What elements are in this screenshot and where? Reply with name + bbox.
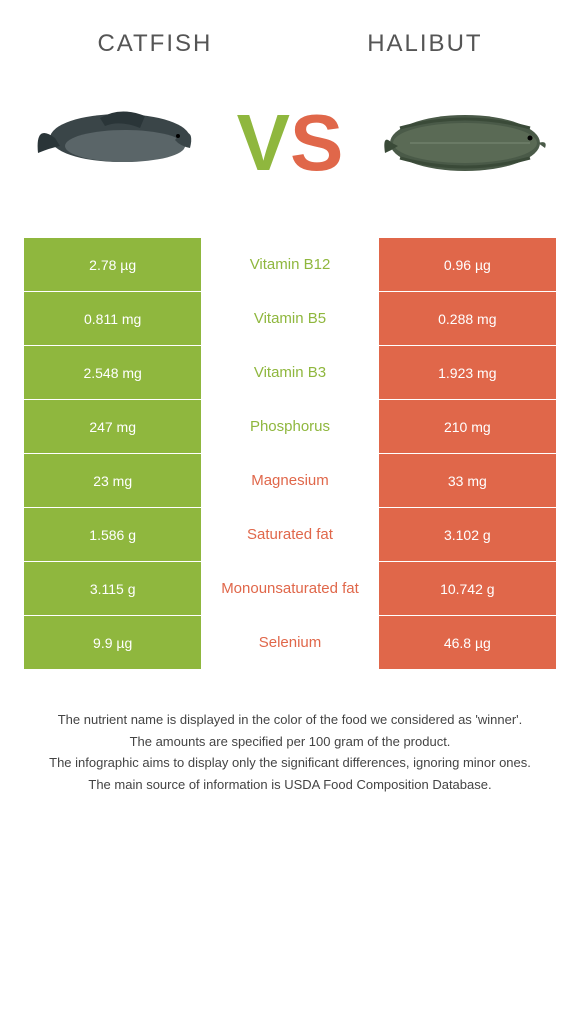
- title-right: Halibut: [367, 30, 482, 58]
- catfish-image: [30, 88, 200, 198]
- nutrient-name: Saturated fat: [201, 508, 378, 562]
- header: Catfish Halibut: [0, 0, 580, 68]
- vs-row: VS: [0, 68, 580, 238]
- halibut-image: [380, 88, 550, 198]
- vs-v: V: [237, 97, 290, 189]
- footer-line: The infographic aims to display only the…: [30, 753, 550, 773]
- value-left: 3.115 g: [24, 562, 201, 616]
- nutrient-name: Magnesium: [201, 454, 378, 508]
- value-left: 1.586 g: [24, 508, 201, 562]
- table-row: 3.115 gMonounsaturated fat10.742 g: [24, 562, 556, 616]
- nutrient-name: Vitamin B3: [201, 346, 378, 400]
- value-left: 9.9 µg: [24, 616, 201, 670]
- vs-s: S: [290, 97, 343, 189]
- footer-notes: The nutrient name is displayed in the co…: [0, 670, 580, 816]
- nutrient-table: 2.78 µgVitamin B120.96 µg0.811 mgVitamin…: [24, 238, 556, 670]
- value-left: 2.548 mg: [24, 346, 201, 400]
- table-row: 0.811 mgVitamin B50.288 mg: [24, 292, 556, 346]
- vs-label: VS: [237, 97, 344, 189]
- footer-line: The main source of information is USDA F…: [30, 775, 550, 795]
- value-right: 0.96 µg: [379, 238, 556, 292]
- value-right: 1.923 mg: [379, 346, 556, 400]
- table-row: 23 mgMagnesium33 mg: [24, 454, 556, 508]
- table-row: 2.78 µgVitamin B120.96 µg: [24, 238, 556, 292]
- value-right: 210 mg: [379, 400, 556, 454]
- title-left: Catfish: [97, 30, 212, 58]
- value-left: 247 mg: [24, 400, 201, 454]
- nutrient-name: Monounsaturated fat: [201, 562, 378, 616]
- value-left: 2.78 µg: [24, 238, 201, 292]
- nutrient-name: Vitamin B12: [201, 238, 378, 292]
- value-right: 46.8 µg: [379, 616, 556, 670]
- nutrient-name: Vitamin B5: [201, 292, 378, 346]
- table-row: 247 mgPhosphorus210 mg: [24, 400, 556, 454]
- value-right: 3.102 g: [379, 508, 556, 562]
- table-row: 2.548 mgVitamin B31.923 mg: [24, 346, 556, 400]
- nutrient-name: Selenium: [201, 616, 378, 670]
- nutrient-name: Phosphorus: [201, 400, 378, 454]
- value-right: 0.288 mg: [379, 292, 556, 346]
- footer-line: The amounts are specified per 100 gram o…: [30, 732, 550, 752]
- table-row: 9.9 µgSelenium46.8 µg: [24, 616, 556, 670]
- value-right: 10.742 g: [379, 562, 556, 616]
- table-row: 1.586 gSaturated fat3.102 g: [24, 508, 556, 562]
- value-left: 23 mg: [24, 454, 201, 508]
- value-right: 33 mg: [379, 454, 556, 508]
- value-left: 0.811 mg: [24, 292, 201, 346]
- footer-line: The nutrient name is displayed in the co…: [30, 710, 550, 730]
